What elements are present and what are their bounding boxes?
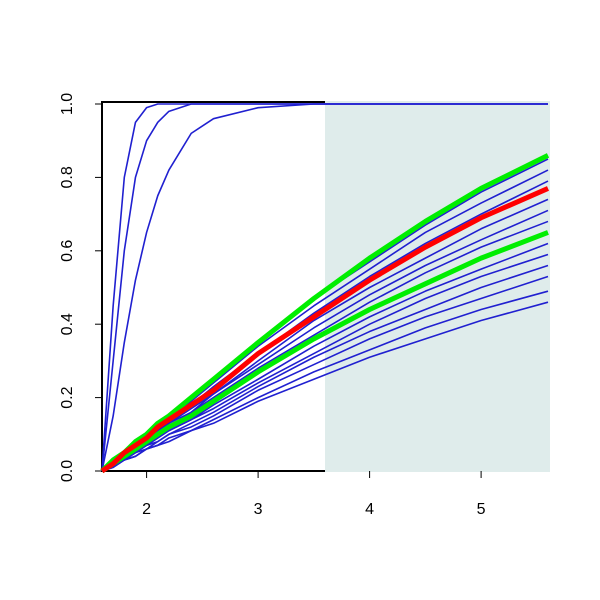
x-tick-label: 4: [365, 501, 374, 518]
series-line: [101, 103, 548, 472]
y-tick-label: 0.4: [59, 313, 76, 335]
y-tick-label: 0.8: [59, 166, 76, 188]
y-tick-label: 1.0: [59, 93, 76, 115]
series-line: [101, 275, 549, 472]
x-tick-label: 2: [142, 501, 151, 518]
x-tick-label: 3: [254, 501, 263, 518]
y-tick-label: 0.0: [59, 460, 76, 482]
y-tick-label: 0.2: [59, 386, 76, 408]
series-line: [100, 186, 550, 474]
y-tick-label: 0.6: [59, 240, 76, 262]
series-line: [101, 301, 549, 472]
series-line: [100, 230, 549, 474]
x-tick-label: 5: [477, 501, 486, 518]
